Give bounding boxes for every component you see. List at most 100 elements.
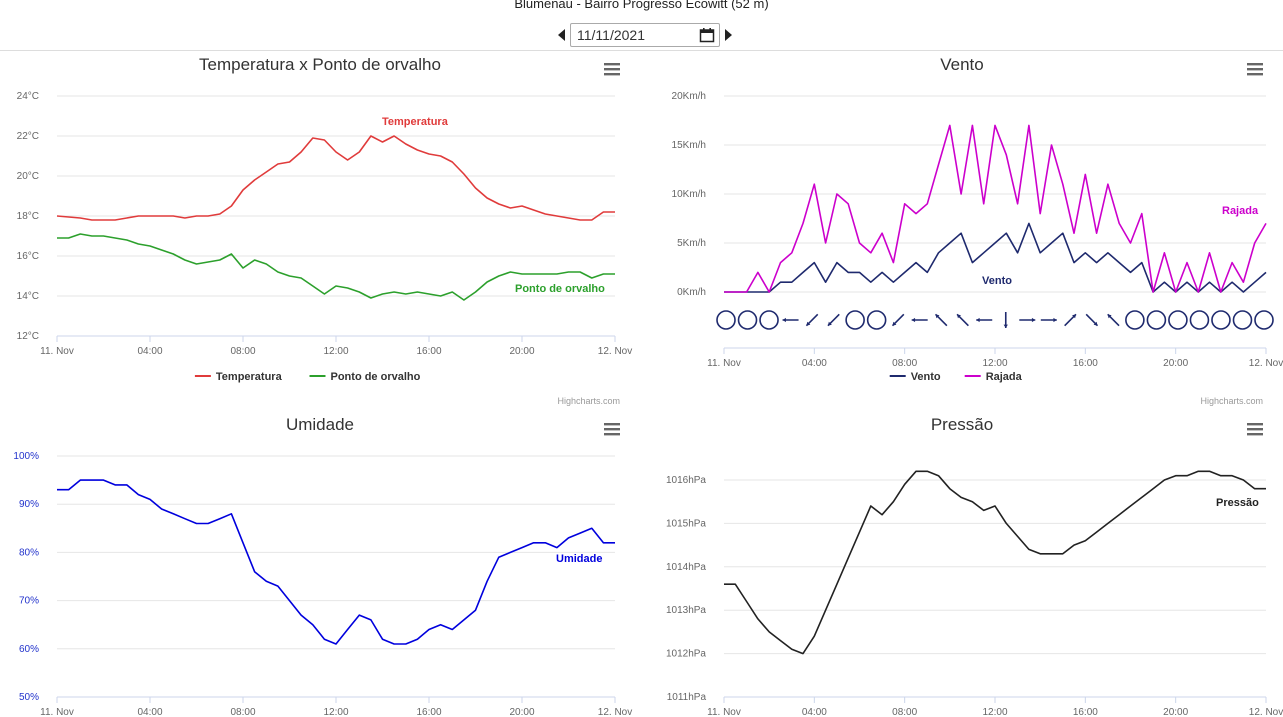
arrow-head bbox=[935, 314, 940, 319]
series-data-label: Umidade bbox=[556, 553, 602, 565]
x-tick-label: 12:00 bbox=[982, 707, 1007, 717]
arrow-head bbox=[1072, 314, 1076, 319]
calm-circle bbox=[759, 310, 779, 330]
calm-circle bbox=[737, 310, 758, 330]
x-tick-label: 12:00 bbox=[982, 358, 1007, 369]
chart-humidity-svg: Umidade 50% 60% 70% 80% 90% 100% 11. Nov 04:00 08… bbox=[13, 415, 632, 717]
x-tick-label: 11. Nov bbox=[707, 707, 741, 717]
y-tick-label: 60% bbox=[19, 644, 39, 655]
y-tick-label: 16°C bbox=[17, 251, 39, 262]
wind-direction-arrow-icon bbox=[1107, 313, 1120, 327]
arrow-head bbox=[1003, 324, 1008, 328]
y-tick-label: 1015hPa bbox=[666, 518, 706, 529]
menu-icon-bar bbox=[604, 68, 620, 71]
arrow-head bbox=[1107, 314, 1112, 319]
calm-circle bbox=[866, 310, 887, 330]
calm-circle bbox=[1211, 310, 1231, 330]
x-tick-label: 12:00 bbox=[323, 346, 348, 357]
arrow-head bbox=[1093, 321, 1098, 326]
calm-circle bbox=[1168, 310, 1188, 330]
series-data-label: Temperatura bbox=[382, 116, 449, 128]
menu-icon[interactable] bbox=[1247, 63, 1263, 76]
y-tick-label: 1011hPa bbox=[667, 692, 707, 703]
y-tick-label: 1014hPa bbox=[666, 562, 706, 573]
wind-direction-arrow-icon bbox=[956, 313, 969, 327]
x-tick-label: 11. Nov bbox=[40, 346, 74, 357]
menu-icon-bar bbox=[604, 73, 620, 76]
arrow-head bbox=[1031, 317, 1036, 323]
arrow-head bbox=[892, 321, 897, 326]
x-tick-label: 11. Nov bbox=[40, 707, 74, 717]
wind-direction-arrow-icon bbox=[1040, 317, 1057, 323]
x-tick-label: 16:00 bbox=[1073, 707, 1098, 717]
header-divider bbox=[0, 50, 1283, 51]
x-tick-label: 12. Nov bbox=[598, 707, 632, 717]
y-tick-label: 1012hPa bbox=[666, 649, 706, 660]
chart-pressure-svg: Pressão 1011hPa 1012hPa 1013hPa 1014hPa 1015h… bbox=[666, 415, 1283, 717]
x-tick-label: 04:00 bbox=[137, 707, 162, 717]
prev-day-arrow-icon[interactable] bbox=[558, 29, 565, 41]
y-tick-label: 24°C bbox=[17, 91, 39, 102]
series-line-0 bbox=[57, 479, 615, 645]
y-tick-label: 80% bbox=[19, 547, 39, 558]
chart-wind-svg: Vento 0Km/h 5Km/h 10Km/h 15Km/h 20Km/h 11. Nov… bbox=[672, 55, 1283, 406]
calm-circle bbox=[845, 310, 865, 330]
chart-temperature-dewpoint: Temperatura x Ponto de orvalho 12°C 14°C 16… bbox=[0, 52, 640, 408]
y-tick-label: 0Km/h bbox=[677, 287, 706, 298]
x-tick-label: 12. Nov bbox=[1249, 358, 1283, 369]
series-data-label: Ponto de orvalho bbox=[515, 283, 605, 295]
menu-icon-bar bbox=[604, 428, 620, 431]
x-tick-label: 16:00 bbox=[416, 346, 441, 357]
legend-item: Rajada bbox=[986, 371, 1023, 383]
menu-icon[interactable] bbox=[604, 423, 620, 436]
calm-circle bbox=[1125, 310, 1145, 330]
series-data-label: Pressão bbox=[1216, 497, 1259, 509]
x-tick-label: 16:00 bbox=[1073, 358, 1098, 369]
menu-icon-bar bbox=[604, 63, 620, 66]
chart-humidity: Umidade 50% 60% 70% 80% 90% 100% 11. Nov 04:00 08… bbox=[0, 410, 640, 717]
x-tick-label: 08:00 bbox=[230, 346, 255, 357]
menu-icon[interactable] bbox=[604, 63, 620, 76]
y-tick-label: 20Km/h bbox=[672, 91, 706, 102]
menu-icon-bar bbox=[1247, 73, 1263, 76]
x-tick-label: 04:00 bbox=[802, 358, 827, 369]
menu-icon[interactable] bbox=[1247, 423, 1263, 436]
chart-title: Temperatura x Ponto de orvalho bbox=[199, 55, 441, 74]
menu-icon-bar bbox=[1247, 423, 1263, 426]
y-tick-label: 14°C bbox=[17, 291, 39, 302]
calm-circle bbox=[1254, 310, 1274, 330]
next-day-arrow-icon[interactable] bbox=[725, 29, 732, 41]
y-tick-label: 22°C bbox=[17, 131, 39, 142]
x-tick-label: 12. Nov bbox=[1249, 707, 1283, 717]
date-input[interactable]: 11/11/2021 bbox=[570, 23, 720, 47]
wind-direction-arrow-icon bbox=[934, 313, 948, 327]
y-tick-label: 1016hPa bbox=[666, 475, 706, 486]
arrow-head bbox=[1053, 317, 1057, 323]
x-tick-label: 04:00 bbox=[137, 346, 162, 357]
chart-temperature-svg: Temperatura x Ponto de orvalho 12°C 14°C 16… bbox=[17, 55, 633, 406]
menu-icon-bar bbox=[1247, 428, 1263, 431]
menu-icon-bar bbox=[1247, 433, 1263, 436]
series-line-0 bbox=[56, 135, 615, 221]
calm-circle bbox=[716, 310, 736, 330]
series-line-1 bbox=[57, 233, 615, 301]
chart-title: Vento bbox=[940, 55, 984, 74]
y-tick-label: 1013hPa bbox=[666, 605, 706, 616]
y-tick-label: 10Km/h bbox=[672, 189, 706, 200]
wind-direction-arrow-icon bbox=[891, 313, 905, 327]
date-value: 11/11/2021 bbox=[577, 27, 645, 43]
x-tick-label: 08:00 bbox=[892, 358, 917, 369]
calm-circle bbox=[1232, 310, 1253, 330]
wind-direction-arrow-icon bbox=[911, 317, 928, 323]
x-tick-label: 11. Nov bbox=[707, 358, 741, 369]
wind-direction-arrow-icon bbox=[1003, 312, 1008, 328]
credit-label: Highcharts.com bbox=[1200, 396, 1263, 406]
legend-item: Ponto de orvalho bbox=[331, 371, 421, 383]
calendar-icon[interactable] bbox=[699, 27, 715, 43]
y-tick-label: 18°C bbox=[17, 211, 39, 222]
calm-circle bbox=[1146, 310, 1167, 330]
menu-icon-bar bbox=[1247, 63, 1263, 66]
x-tick-label: 20:00 bbox=[509, 707, 534, 717]
x-tick-label: 08:00 bbox=[892, 707, 917, 717]
arrow-head bbox=[976, 317, 980, 323]
